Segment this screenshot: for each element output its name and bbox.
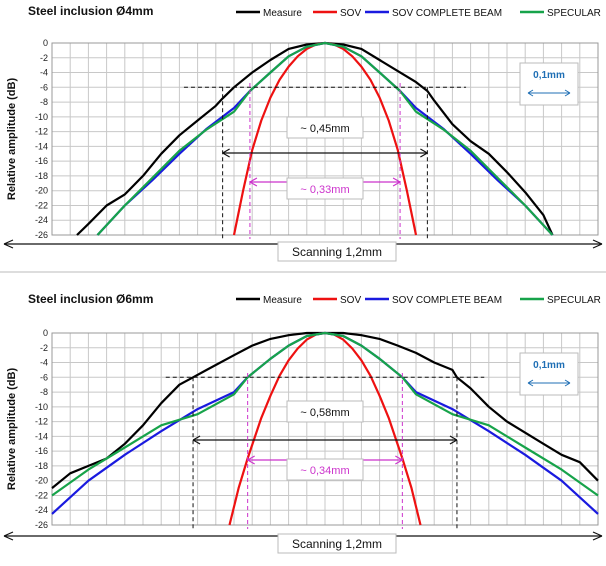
series-line-specular	[51, 331, 599, 497]
y-tick-label: -22	[35, 200, 48, 210]
measure-width-arrowheads	[222, 148, 428, 158]
measure-width-arrowheads	[192, 435, 458, 445]
measure-width-label: ~ 0,45mm	[300, 123, 349, 135]
scanning-box	[277, 241, 397, 262]
reference-arrowheads	[527, 379, 571, 387]
y-tick-label: -26	[35, 520, 48, 530]
measure-width-label: ~ 0,58mm	[300, 407, 349, 419]
y-tick-label: -20	[35, 476, 48, 486]
chart-title: Steel inclusion Ø6mm	[28, 292, 153, 306]
y-tick-label: -10	[35, 402, 48, 412]
reference-arrowheads	[527, 89, 571, 97]
x-axis-label: Scanning 1,2mm	[292, 245, 382, 259]
legend-label-sov-complete-beam: SOV COMPLETE BEAM	[392, 8, 502, 19]
legend-label-specular: SPECULAR	[547, 295, 601, 306]
y-tick-label: -4	[40, 358, 48, 368]
y-tick-label: -6	[40, 82, 48, 92]
series-line-specular	[96, 41, 554, 236]
series-line-measure	[51, 331, 599, 489]
legend-label-sov: SOV	[340, 295, 361, 306]
chart-title: Steel inclusion Ø4mm	[28, 4, 153, 18]
y-tick-label: -4	[40, 68, 48, 78]
y-tick-label: -26	[35, 230, 48, 240]
y-tick-label: -22	[35, 490, 48, 500]
series-line-measure	[76, 41, 554, 236]
scanning-box	[277, 533, 397, 554]
y-tick-label: -14	[35, 431, 48, 441]
sov-width-arrowheads	[249, 177, 401, 187]
y-tick-label: -12	[35, 417, 48, 427]
reference-label: 0,1mm	[533, 70, 565, 81]
y-tick-label: -18	[35, 461, 48, 471]
legend-label-measure: Measure	[263, 295, 302, 306]
measure-width-box	[286, 400, 364, 423]
y-tick-label: -2	[40, 343, 48, 353]
y-tick-label: -16	[35, 156, 48, 166]
y-axis-label: Relative amplitude (dB)	[6, 78, 18, 201]
reference-box	[519, 62, 579, 106]
scanning-arrowheads	[3, 239, 603, 249]
y-tick-label: -20	[35, 186, 48, 196]
legend-label-sov-complete-beam: SOV COMPLETE BEAM	[392, 295, 502, 306]
x-axis-label: Scanning 1,2mm	[292, 537, 382, 551]
y-tick-label: -10	[35, 112, 48, 122]
chart-panel-2: Steel inclusion Ø6mm Measure SOV SOV COMPLE…	[0, 271, 606, 554]
sov-width-label: ~ 0,34mm	[300, 465, 349, 477]
legend: Measure SOV SOV COMPLETE BEAM SPECULAR	[236, 8, 601, 19]
y-tick-label: -24	[35, 215, 48, 225]
legend-label-specular: SPECULAR	[547, 8, 601, 19]
grid	[51, 332, 599, 526]
reference-label: 0,1mm	[533, 360, 565, 371]
y-tick-label: 0	[43, 38, 48, 48]
y-axis-label: Relative amplitude (dB)	[6, 368, 18, 491]
reference-box	[519, 352, 579, 396]
legend-label-measure: Measure	[263, 8, 302, 19]
legend-label-sov: SOV	[340, 8, 361, 19]
chart-panel-1: Steel inclusion Ø4mm Measure SOV SOV COMPLE…	[3, 4, 603, 262]
sov-width-box	[286, 458, 364, 481]
measure-width-box	[286, 116, 364, 139]
y-tick-label: -14	[35, 141, 48, 151]
y-tick-label: -6	[40, 372, 48, 382]
grid	[51, 42, 599, 236]
y-tick-label: -12	[35, 127, 48, 137]
sov-width-label: ~ 0,33mm	[300, 184, 349, 196]
sov-width-box	[286, 177, 364, 200]
y-tick-label: -2	[40, 53, 48, 63]
y-tick-label: -18	[35, 171, 48, 181]
sov-width-arrowheads	[247, 455, 403, 465]
y-tick-label: 0	[43, 328, 48, 338]
y-tick-label: -8	[40, 97, 48, 107]
y-tick-label: -24	[35, 505, 48, 515]
y-tick-label: -8	[40, 387, 48, 397]
y-tick-label: -16	[35, 446, 48, 456]
legend: Measure SOV SOV COMPLETE BEAM SPECULAR	[236, 295, 601, 306]
scanning-arrowheads	[3, 531, 603, 541]
